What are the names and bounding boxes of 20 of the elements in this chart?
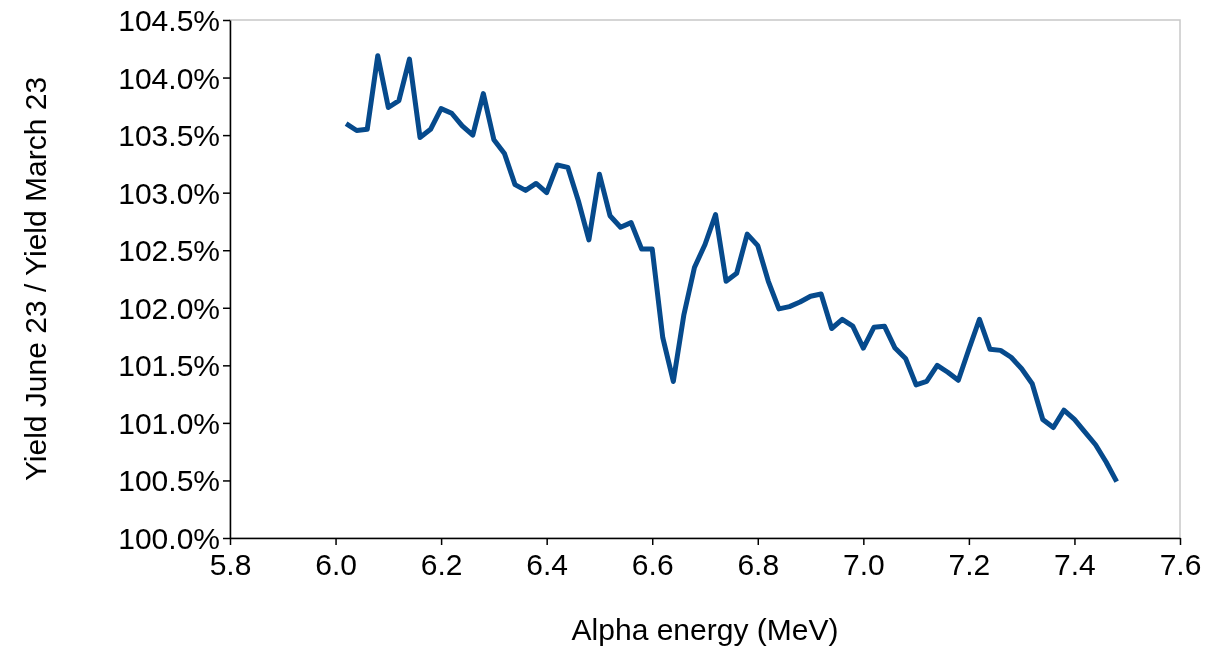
y-tick-label: 103.5% [118, 119, 220, 153]
x-tick-label: 7.2 [948, 548, 991, 581]
y-tick-label: 101.0% [118, 406, 220, 440]
x-tick-label: 6.4 [526, 548, 569, 581]
x-tick-label: 6.6 [631, 548, 674, 581]
y-tick-label: 104.0% [118, 61, 220, 95]
y-tick-label: 104.5% [118, 4, 220, 37]
y-tick-label: 100.5% [118, 464, 220, 498]
y-tick-label: 103.0% [118, 176, 220, 210]
x-tick-label: 6.2 [420, 548, 463, 581]
x-tick-label: 7.6 [1159, 548, 1202, 581]
y-tick-label: 102.5% [118, 234, 220, 268]
x-tick-label: 7.4 [1054, 548, 1096, 581]
x-tick-label: 7.0 [842, 548, 885, 581]
x-tick-label: 6.8 [737, 548, 780, 581]
y-tick-label: 101.5% [118, 349, 220, 383]
x-tick-label: 6.0 [315, 548, 357, 581]
y-tick-label: 102.0% [118, 291, 220, 325]
x-axis-title: Alpha energy (MeV) [571, 613, 839, 646]
y-axis-title: Yield June 23 / Yield March 23 [19, 76, 52, 482]
